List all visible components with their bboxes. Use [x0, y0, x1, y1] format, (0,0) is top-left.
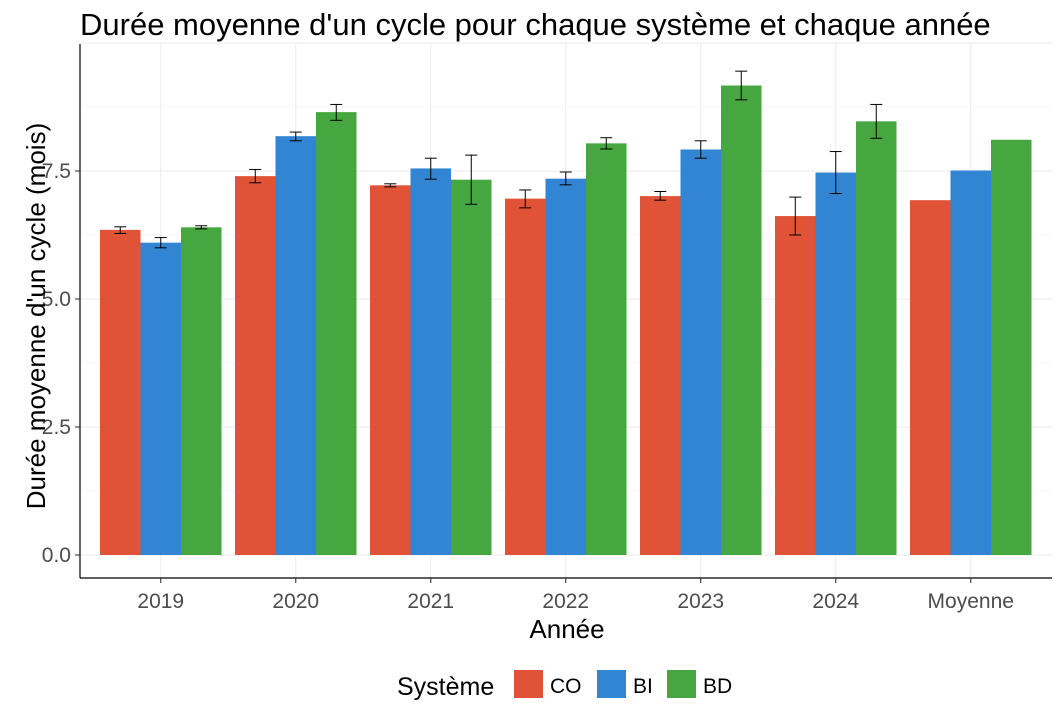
bar-co-2021	[370, 185, 411, 555]
errorbar-bd-2022	[600, 137, 613, 150]
y-tick-label: 2.5	[42, 416, 71, 439]
bar-bi-2019	[140, 242, 181, 555]
bar-co-2020	[235, 176, 276, 555]
y-axis-ticks: 0.0 2.5 5.0 7.5	[42, 160, 80, 567]
errorbar-bd-2021	[465, 154, 478, 205]
errorbar-bi-2023	[694, 140, 707, 159]
bar-bd-2022	[586, 143, 627, 556]
bars	[100, 85, 1032, 556]
x-tick-label: 2024	[812, 590, 859, 613]
bar-co-moyenne	[910, 200, 951, 555]
x-axis-ticks: 2019 2020 2021 2022 2023 2024 Moyenne	[137, 578, 1014, 613]
bar-bd-2024	[856, 121, 897, 555]
errorbar-co-2019	[114, 226, 127, 234]
errorbar-bi-2021	[424, 157, 437, 180]
bar-bd-2019	[181, 227, 222, 555]
bar-bd-2021	[451, 179, 492, 556]
legend-label: BI	[633, 675, 653, 698]
errorbar-bd-2019	[195, 225, 208, 230]
y-tick-label: 0.0	[42, 544, 71, 567]
errorbar-bd-2024	[870, 103, 883, 139]
bar-co-2019	[100, 229, 141, 555]
x-tick-label: 2020	[272, 590, 319, 613]
legend-title: Système	[397, 673, 494, 701]
x-tick-label: 2019	[137, 590, 184, 613]
errorbar-co-2022	[519, 189, 532, 209]
y-tick-label: 7.5	[42, 160, 71, 183]
bar-bi-2021	[410, 168, 451, 555]
bar-bi-2024	[815, 172, 856, 555]
errorbar-co-2023	[654, 190, 667, 201]
legend-label: BD	[703, 675, 732, 698]
legend-swatch	[597, 670, 626, 698]
y-tick-label: 5.0	[42, 288, 71, 311]
errorbar-bi-2022	[559, 171, 572, 186]
errorbar-co-2020	[249, 168, 262, 184]
x-axis-title: Année	[529, 614, 604, 644]
bar-bi-2020	[275, 136, 316, 555]
bar-bd-2023	[721, 85, 762, 555]
y-axis-title: Durée moyenne d'un cycle (mois)	[21, 123, 51, 509]
x-tick-label: 2022	[542, 590, 589, 613]
bar-co-2024	[775, 216, 816, 555]
legend-item-bi: BI	[597, 670, 653, 698]
bar-bi-moyenne	[950, 170, 991, 555]
x-tick-label: 2023	[677, 590, 724, 613]
bar-bi-2023	[680, 149, 721, 555]
chart-title: Durée moyenne d'un cycle pour chaque sys…	[80, 7, 991, 42]
errorbar-bi-2019	[154, 237, 167, 249]
errorbar-bd-2023	[735, 70, 748, 101]
bar-co-2022	[505, 198, 546, 555]
error-bars	[114, 70, 883, 249]
errorbar-co-2024	[789, 196, 802, 236]
legend-item-co: CO	[514, 670, 582, 698]
bar-co-2023	[640, 196, 681, 555]
bar-bd-moyenne	[991, 139, 1032, 555]
legend-item-bd: BD	[667, 670, 732, 698]
x-tick-label: 2021	[407, 590, 454, 613]
legend-swatch	[514, 670, 543, 698]
legend-label: CO	[550, 675, 582, 698]
errorbar-bi-2020	[289, 131, 302, 142]
x-tick-label: Moyenne	[928, 590, 1014, 613]
legend-swatch	[667, 670, 696, 698]
errorbar-bd-2020	[330, 103, 343, 121]
legend: Système CO BI BD	[397, 670, 732, 701]
errorbar-bi-2024	[829, 151, 842, 195]
bar-bd-2020	[316, 112, 357, 556]
errorbar-co-2021	[384, 183, 397, 188]
bar-bi-2022	[545, 178, 586, 555]
